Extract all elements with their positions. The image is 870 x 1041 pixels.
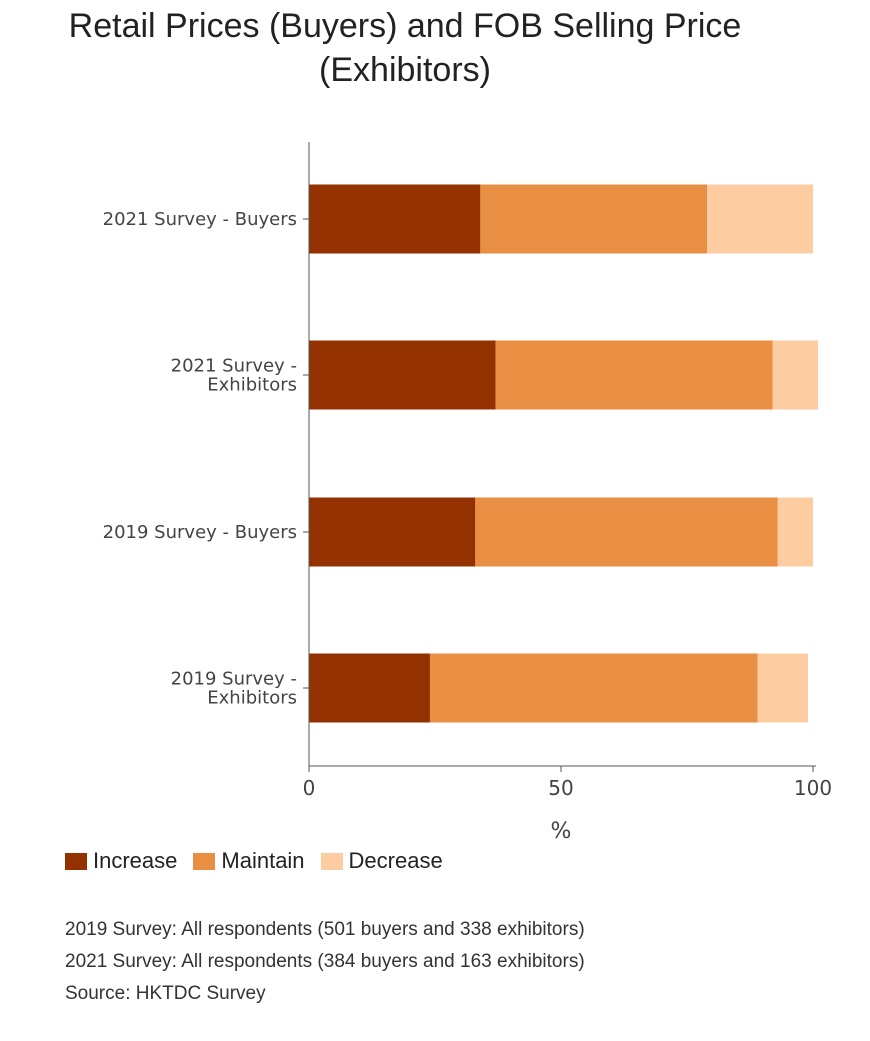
footnote-source: Source: HKTDC Survey — [65, 983, 266, 1004]
x-axis-title: % — [551, 819, 572, 844]
x-tick-label-1: 50 — [548, 776, 573, 800]
legend-swatch-decrease — [320, 852, 343, 870]
legend-label-maintain: Maintain — [221, 848, 305, 873]
bar-decrease-3 — [757, 653, 808, 723]
bar-maintain-0 — [480, 184, 708, 254]
category-label-1-1: Exhibitors — [207, 375, 297, 396]
category-label-0-0: 2021 Survey - Buyers — [103, 209, 297, 230]
footnote-2019: 2019 Survey: All respondents (501 buyers… — [65, 919, 585, 940]
x-ticks-group: 0 50 100 — [303, 766, 832, 800]
bar-maintain-3 — [429, 653, 758, 723]
bar-decrease-2 — [777, 497, 813, 567]
legend-item-maintain: Maintain — [193, 848, 305, 874]
bar-increase-0 — [309, 184, 481, 254]
bar-increase-3 — [309, 653, 430, 723]
legend: Increase Maintain Decrease — [65, 848, 459, 874]
legend-swatch-increase — [65, 852, 87, 870]
bar-maintain-2 — [475, 497, 778, 567]
x-tick-label-2: 100 — [794, 776, 832, 800]
stacked-bar-chart: 0 50 100 2021 Survey - Buyers 2021 Survey -… — [103, 142, 832, 844]
chart-title-line-2: (Exhibitors) — [319, 51, 491, 89]
category-label-3-1: Exhibitors — [207, 688, 297, 709]
legend-label-decrease: Decrease — [348, 848, 443, 873]
legend-swatch-maintain — [193, 852, 216, 870]
footnote-2021: 2021 Survey: All respondents (384 buyers… — [65, 951, 585, 972]
bar-increase-1 — [309, 340, 496, 410]
bar-maintain-1 — [495, 340, 773, 410]
chart-title: Retail Prices (Buyers) and FOB Selling P… — [0, 4, 810, 92]
bar-increase-2 — [309, 497, 476, 567]
chart-title-line-1: Retail Prices (Buyers) and FOB Selling P… — [68, 7, 742, 45]
legend-label-increase: Increase — [93, 848, 178, 873]
category-label-3-0: 2019 Survey - — [171, 669, 297, 690]
category-label-1-0: 2021 Survey - — [171, 356, 297, 377]
category-label-2-0: 2019 Survey - Buyers — [103, 522, 297, 543]
bars-group — [309, 184, 819, 723]
bar-decrease-1 — [772, 340, 819, 410]
footnotes: 2019 Survey: All respondents (501 buyers… — [65, 914, 585, 1010]
bar-decrease-0 — [707, 184, 813, 254]
x-tick-label-0: 0 — [303, 776, 316, 800]
legend-item-decrease: Decrease — [320, 848, 443, 874]
legend-item-increase: Increase — [65, 848, 177, 874]
